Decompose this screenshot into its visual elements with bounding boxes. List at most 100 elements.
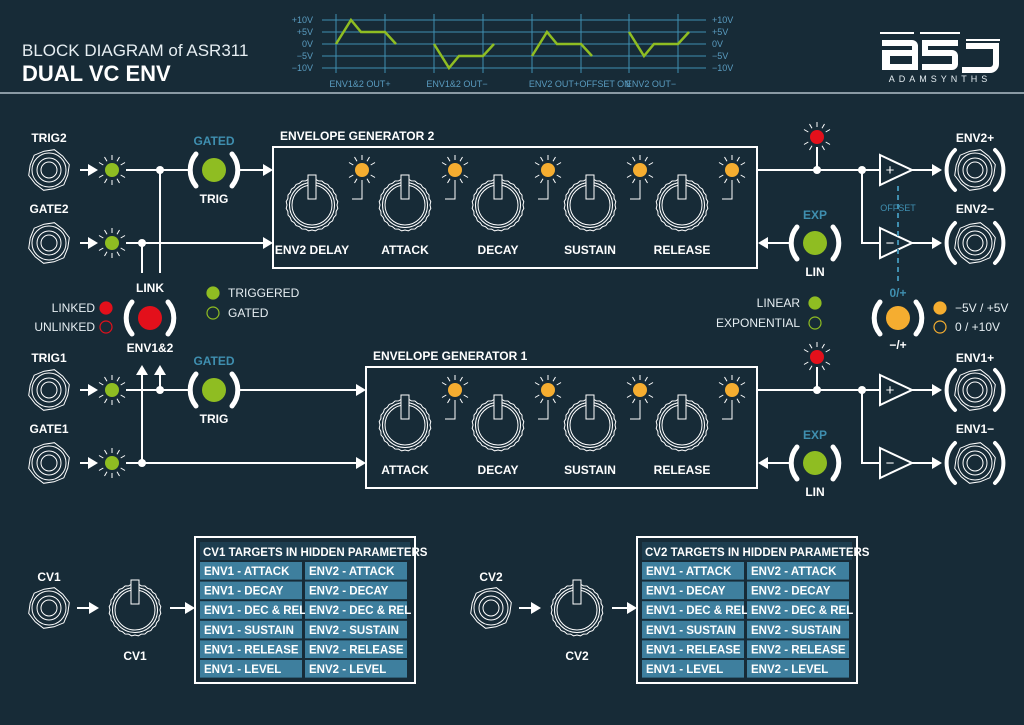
knob-pointer: [493, 174, 503, 200]
env2m-label: ENV2−: [956, 202, 994, 216]
gated-legend: GATED: [228, 306, 269, 320]
arrow-right-icon: [627, 602, 637, 614]
offset-unipolar-dot: [933, 320, 947, 334]
led-bracket: [722, 400, 733, 420]
eg1-exp-lin-switch[interactable]: [788, 444, 842, 482]
offset-top-label: 0/+: [889, 286, 906, 300]
scope-label: ENV1&2 OUT−: [426, 79, 487, 89]
env1p-jack[interactable]: [944, 368, 1006, 412]
eg2-title: ENVELOPE GENERATOR 2: [280, 129, 435, 143]
target-cell: [305, 581, 407, 600]
led-bracket: [722, 180, 733, 200]
cv1-knob[interactable]: [108, 579, 162, 637]
minus-amp-icon: [879, 226, 915, 260]
unlinked-dot: [99, 320, 113, 334]
eg1-gated-trig-switch[interactable]: [187, 371, 241, 409]
target-cell-label: ENV2 - RELEASE: [751, 644, 846, 656]
led-bracket: [445, 180, 456, 200]
eg2-knob[interactable]: [285, 174, 339, 232]
target-cell-label: ENV1 - RELEASE: [646, 644, 741, 656]
cv2-jack[interactable]: [470, 587, 512, 629]
lin-label: LIN: [805, 485, 824, 499]
offset-bipolar-legend: −5V / +5V: [955, 301, 1008, 315]
cv1-jack[interactable]: [28, 587, 70, 629]
knob-label: RELEASE: [654, 463, 711, 477]
eg1-knob[interactable]: [655, 394, 709, 452]
eg1-knob[interactable]: [378, 394, 432, 452]
trig1-led: [98, 375, 126, 405]
stage-led: [718, 155, 746, 185]
scope-label: ENV1&2 OUT+: [329, 79, 390, 89]
table-header-bg: [200, 542, 410, 560]
target-cell-label: ENV2 - SUSTAIN: [751, 625, 841, 637]
scope-y-tick-right: +10V: [712, 15, 733, 25]
trig1-jack[interactable]: [28, 369, 70, 411]
eg2-exp-lin-switch[interactable]: [788, 224, 842, 262]
target-cell-label: ENV2 - ATTACK: [309, 566, 395, 578]
gated-label: GATED: [193, 134, 234, 148]
amp-sign: +: [886, 162, 895, 179]
eg1-knob[interactable]: [563, 394, 617, 452]
arrow-right-icon: [356, 457, 366, 469]
eg1-output-led: [803, 342, 831, 372]
arrow-right-icon: [356, 384, 366, 396]
env1m-jack[interactable]: [944, 441, 1006, 485]
target-cell-label: ENV2 - DEC & REL: [309, 605, 411, 617]
target-cell: [747, 562, 849, 580]
env1p-label: ENV1+: [956, 351, 994, 365]
knob-pointer: [585, 174, 595, 200]
offset-switch[interactable]: [871, 299, 925, 337]
target-cell-label: ENV2 - LEVEL: [309, 664, 386, 676]
scope-waveform: [334, 17, 397, 45]
arrow-left-icon: [758, 237, 768, 249]
scope-y-tick-right: +5V: [712, 27, 728, 37]
target-cell: [305, 562, 407, 580]
linear-dot: [808, 296, 822, 310]
knob-pointer: [677, 394, 687, 420]
eg2-gated-trig-switch[interactable]: [187, 151, 241, 189]
target-cell: [200, 581, 302, 600]
gate1-jack[interactable]: [28, 442, 70, 484]
plus-amp-icon: [879, 373, 915, 407]
gated-dot: [206, 306, 220, 320]
led-bracket: [352, 180, 363, 200]
trig2-jack[interactable]: [28, 149, 70, 191]
env2m-jack[interactable]: [944, 221, 1006, 265]
link-switch[interactable]: [123, 299, 177, 337]
link-label: LINK: [136, 281, 164, 295]
target-cell-label: ENV1 - RELEASE: [204, 644, 299, 656]
eg2-knob[interactable]: [563, 174, 617, 232]
knob-pointer: [130, 579, 140, 605]
stage-led: [626, 375, 654, 405]
scope-y-tick-right: 0V: [712, 39, 723, 49]
target-cell: [747, 640, 849, 658]
exp-label: EXP: [803, 208, 827, 222]
knob-pointer: [572, 579, 582, 605]
eg2-knob[interactable]: [655, 174, 709, 232]
target-cell: [200, 660, 302, 678]
eg2-output-led: [803, 122, 831, 152]
eg1-knob[interactable]: [471, 394, 525, 452]
eg2-knob[interactable]: [378, 174, 432, 232]
scope-y-tick-left: −10V: [292, 63, 313, 73]
cv2-knob[interactable]: [550, 579, 604, 637]
led-bracket: [445, 400, 456, 420]
amp-sign: +: [886, 382, 895, 399]
arrow-right-icon: [932, 384, 942, 396]
env2p-jack[interactable]: [944, 148, 1006, 192]
table-title: CV1 TARGETS IN HIDDEN PARAMETERS: [203, 547, 428, 559]
eg2-knob[interactable]: [471, 174, 525, 232]
target-cell-label: ENV2 - DECAY: [751, 586, 831, 598]
arrow-right-icon: [932, 457, 942, 469]
target-cell: [200, 640, 302, 658]
junction-dot: [813, 166, 821, 174]
trig2-led: [98, 155, 126, 185]
trig-label: TRIG: [200, 192, 229, 206]
gate2-jack[interactable]: [28, 222, 70, 264]
knob-label: SUSTAIN: [564, 463, 616, 477]
cv1-knob-label: CV1: [123, 649, 147, 663]
gate2-led: [98, 228, 126, 258]
plus-amp-icon: [879, 153, 915, 187]
arrow-left-icon: [758, 457, 768, 469]
target-cell-label: ENV2 - SUSTAIN: [309, 625, 399, 637]
